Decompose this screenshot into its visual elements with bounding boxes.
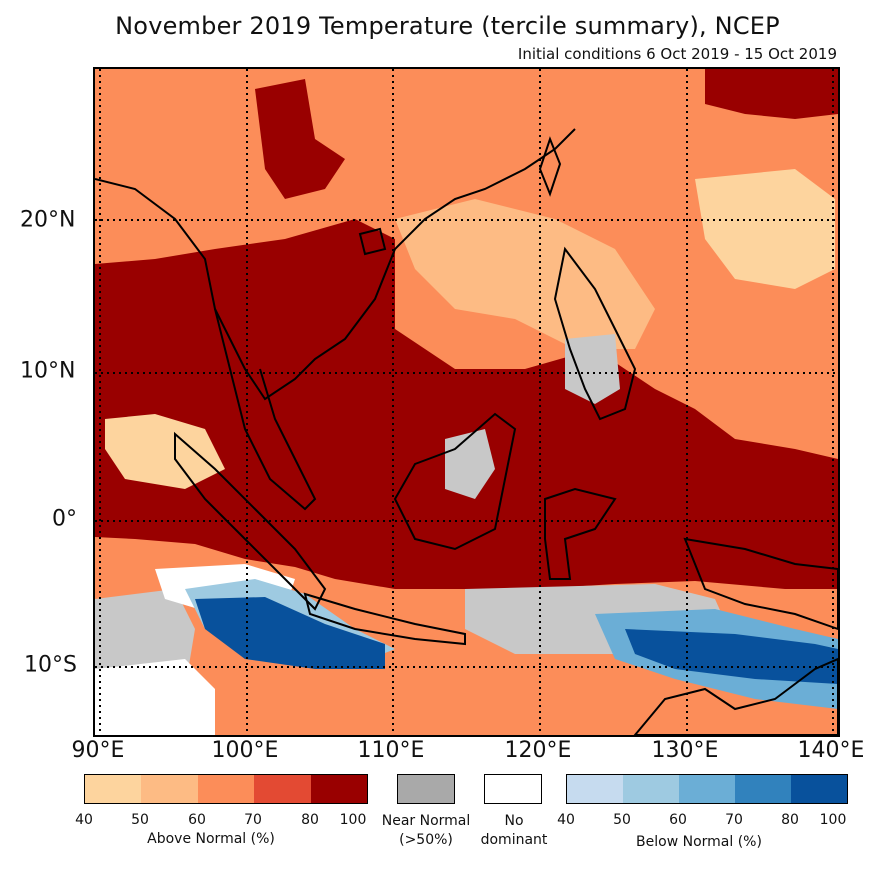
near-normal-label-line1: Near Normal <box>381 813 471 829</box>
graticule <box>95 69 838 735</box>
above-tick-100: 100 <box>339 812 367 828</box>
below-tick-80: 80 <box>781 812 799 828</box>
lon-label-130e: 130°E <box>651 738 719 763</box>
below-tick-60: 60 <box>669 812 687 828</box>
tercile-region-grey-philippines <box>565 334 620 404</box>
tercile-region-dark-red-north <box>255 79 345 199</box>
no-dominant-label-line1: No <box>504 813 524 829</box>
map-subtitle: Initial conditions 6 Oct 2019 - 15 Oct 2… <box>517 45 837 63</box>
tercile-region-white-southwest <box>95 659 215 735</box>
above-swatch-40 <box>85 775 142 803</box>
coastline-mainland <box>95 128 576 401</box>
tercile-region-dark-red-core <box>95 219 838 589</box>
lat-label-20n: 20°N <box>20 207 76 233</box>
lat-label-10s: 10°S <box>24 652 77 678</box>
below-normal-colorbar <box>566 774 848 804</box>
above-normal-colorbar <box>84 774 368 804</box>
above-swatch-50 <box>141 775 198 803</box>
coastline-taiwan <box>538 136 562 197</box>
coastline-malay-peninsula <box>214 308 317 511</box>
above-tick-80: 80 <box>301 812 319 828</box>
above-tick-40: 40 <box>75 812 93 828</box>
below-swatch-80 <box>791 775 847 803</box>
near-normal-label: Near Normal (>50%) <box>382 812 471 850</box>
coastline-new-guinea <box>683 537 838 631</box>
lon-label-100e: 100°E <box>211 738 279 763</box>
below-tick-70: 70 <box>725 812 743 828</box>
near-normal-swatch <box>397 774 455 804</box>
no-dominant-swatch <box>484 774 542 804</box>
below-swatch-50 <box>623 775 679 803</box>
coastline-sumatra <box>174 431 327 611</box>
tercile-region-light-north <box>395 199 655 349</box>
above-tick-50: 50 <box>131 812 149 828</box>
coastlines <box>95 128 838 735</box>
below-tick-40: 40 <box>557 812 575 828</box>
lon-label-110e: 110°E <box>357 738 425 763</box>
lat-label-0: 0° <box>52 506 77 532</box>
above-swatch-70 <box>254 775 311 803</box>
coastline-hainan <box>358 227 387 256</box>
below-tick-50: 50 <box>613 812 631 828</box>
tercile-region-blue-dark-east <box>625 629 838 684</box>
below-swatch-40 <box>567 775 623 803</box>
coastline-borneo <box>393 412 517 551</box>
above-normal-label: Above Normal (%) <box>147 831 275 847</box>
lon-label-90e: 90°E <box>71 738 125 763</box>
forecast-map[interactable] <box>93 67 840 737</box>
no-dominant-label: No dominant <box>481 812 548 850</box>
above-swatch-80 <box>310 775 368 803</box>
below-normal-label: Below Normal (%) <box>636 834 762 850</box>
map-title: November 2019 Temperature (tercile summa… <box>115 12 780 40</box>
coastline-philippines <box>553 246 637 421</box>
tercile-region-lightest-west <box>105 414 225 489</box>
coastline-australia <box>633 657 838 735</box>
coastline-sulawesi <box>544 487 617 580</box>
map-canvas <box>95 69 838 735</box>
lon-label-140e: 140°E <box>797 738 865 763</box>
above-tick-70: 70 <box>244 812 262 828</box>
lon-label-120e: 120°E <box>504 738 572 763</box>
coastline-java <box>303 592 466 646</box>
tercile-region-dark-red-northeast <box>705 69 838 119</box>
no-dominant-label-line2: dominant <box>480 832 548 848</box>
tercile-region-light-east <box>695 169 835 289</box>
above-swatch-60 <box>197 775 255 803</box>
below-swatch-70 <box>735 775 791 803</box>
below-tick-100: 100 <box>819 812 847 828</box>
near-normal-label-line2: (>50%) <box>399 832 453 848</box>
below-swatch-60 <box>679 775 735 803</box>
lat-label-10n: 10°N <box>20 358 76 384</box>
tercile-region-blue-dark-west <box>195 597 385 669</box>
above-tick-60: 60 <box>188 812 206 828</box>
